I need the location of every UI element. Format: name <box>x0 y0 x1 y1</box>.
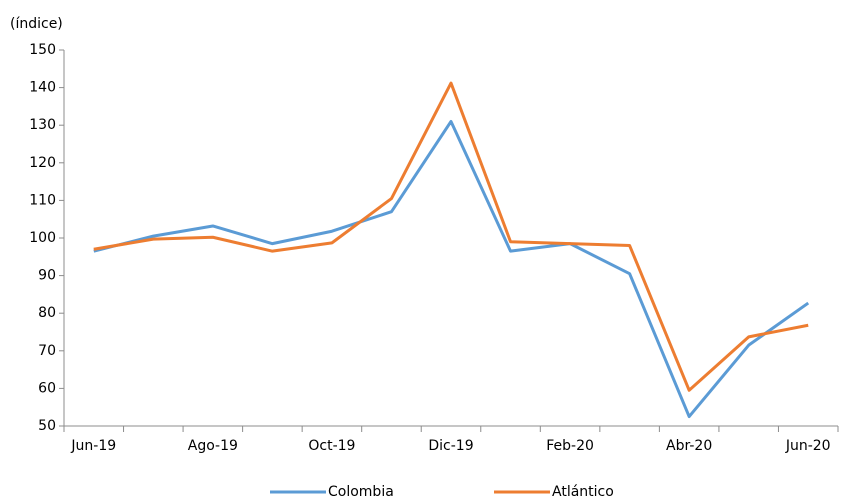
x-tick-label: Feb-20 <box>546 438 594 454</box>
y-tick-label: 150 <box>29 42 56 58</box>
y-tick-label: 80 <box>38 305 56 321</box>
y-tick-label: 90 <box>38 268 56 284</box>
y-tick-label: 110 <box>29 192 56 208</box>
line-series <box>93 81 809 392</box>
y-tick-label: 140 <box>29 80 56 96</box>
y-axis-label: (índice) <box>10 16 63 32</box>
y-tick-label: 60 <box>38 380 56 396</box>
x-tick-label: Oct-19 <box>308 438 355 454</box>
x-tick-label: Ago-19 <box>188 438 238 454</box>
x-tick-label: Abr-20 <box>666 438 712 454</box>
y-tick-label: 130 <box>29 117 56 133</box>
line-series <box>93 119 810 419</box>
legend-label: Colombia <box>328 484 394 500</box>
x-tick-label: Dic-19 <box>428 438 473 454</box>
y-tick-label: 100 <box>29 230 56 246</box>
x-tick-label: Jun-19 <box>70 438 116 454</box>
y-tick-label: 70 <box>38 343 56 359</box>
legend-label: Atlántico <box>552 484 614 500</box>
y-tick-label: 50 <box>38 418 56 434</box>
x-tick-label: Jun-20 <box>785 438 831 454</box>
y-tick-label: 120 <box>29 155 56 171</box>
